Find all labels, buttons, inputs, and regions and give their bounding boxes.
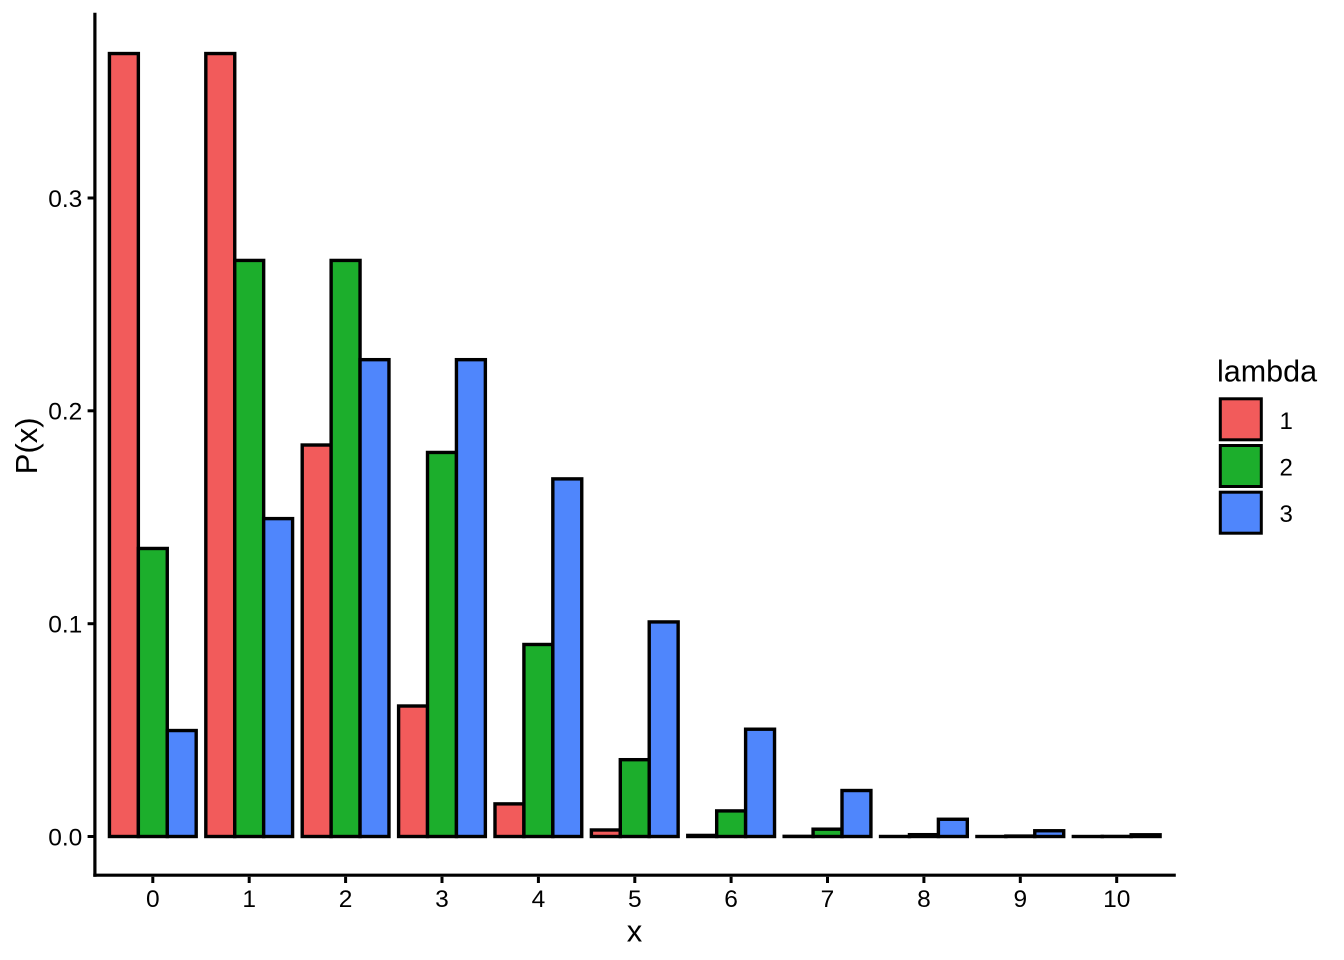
svg-text:1: 1: [1280, 408, 1293, 435]
svg-text:8: 8: [917, 886, 931, 913]
svg-text:1: 1: [242, 886, 256, 913]
svg-text:0.1: 0.1: [48, 612, 82, 639]
svg-text:0.0: 0.0: [48, 824, 82, 851]
svg-text:lambda: lambda: [1217, 355, 1317, 389]
svg-text:3: 3: [435, 886, 449, 913]
svg-text:6: 6: [724, 886, 738, 913]
svg-text:9: 9: [1013, 886, 1027, 913]
svg-text:0: 0: [146, 886, 160, 913]
svg-text:2: 2: [339, 886, 353, 913]
svg-text:x: x: [627, 913, 643, 948]
svg-text:7: 7: [821, 886, 835, 913]
svg-text:2: 2: [1280, 455, 1293, 482]
svg-text:4: 4: [532, 886, 546, 913]
svg-text:0.3: 0.3: [48, 186, 82, 213]
svg-text:10: 10: [1103, 886, 1130, 913]
svg-text:P(x): P(x): [9, 417, 44, 474]
svg-text:3: 3: [1280, 501, 1293, 528]
svg-text:0.2: 0.2: [48, 399, 82, 426]
svg-text:5: 5: [628, 886, 642, 913]
